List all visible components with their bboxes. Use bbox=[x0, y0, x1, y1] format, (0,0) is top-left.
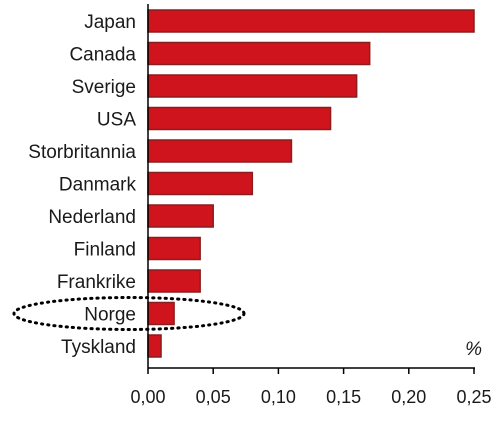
x-tick-label: 0,00 bbox=[130, 387, 165, 407]
bar-sverige bbox=[147, 74, 358, 98]
bar-frankrike bbox=[147, 269, 201, 293]
bar-japan bbox=[147, 9, 475, 33]
bar-nederland bbox=[147, 204, 214, 228]
category-label-nederland: Nederland bbox=[48, 207, 136, 228]
bar-usa bbox=[147, 106, 332, 131]
x-axis-ticks: 0,00 0,05 0,10 0,15 0,20 0,25 bbox=[130, 368, 492, 407]
bar-tyskland bbox=[147, 334, 162, 358]
category-label-frankrike: Frankrike bbox=[57, 272, 136, 293]
bar-canada bbox=[147, 41, 371, 66]
category-label-finland: Finland bbox=[74, 240, 136, 261]
x-tick-label: 0,25 bbox=[456, 387, 491, 407]
x-tick-label: 0,05 bbox=[196, 387, 231, 407]
bars-group bbox=[147, 9, 475, 358]
bar-danmark bbox=[147, 171, 254, 196]
bar-norge bbox=[147, 301, 175, 326]
x-tick-label: 0,20 bbox=[391, 387, 426, 407]
category-label-storbritannia: Storbritannia bbox=[28, 142, 136, 163]
category-label-canada: Canada bbox=[69, 45, 136, 66]
category-label-danmark: Danmark bbox=[59, 175, 137, 196]
bar-storbritannia bbox=[147, 139, 293, 163]
x-tick-label: 0,10 bbox=[261, 387, 296, 407]
category-label-sverige: Sverige bbox=[72, 77, 136, 98]
category-label-norge: Norge bbox=[84, 305, 136, 326]
x-tick-label: 0,15 bbox=[326, 387, 361, 407]
category-labels: Japan Canada Sverige USA Storbritannia Danmar… bbox=[28, 12, 136, 358]
category-label-usa: USA bbox=[97, 110, 136, 131]
unit-label: % bbox=[465, 339, 482, 360]
bar-finland bbox=[147, 236, 201, 261]
category-label-tyskland: Tyskland bbox=[61, 337, 136, 358]
norge-highlight-outline bbox=[12, 296, 246, 331]
category-label-japan: Japan bbox=[84, 12, 136, 33]
